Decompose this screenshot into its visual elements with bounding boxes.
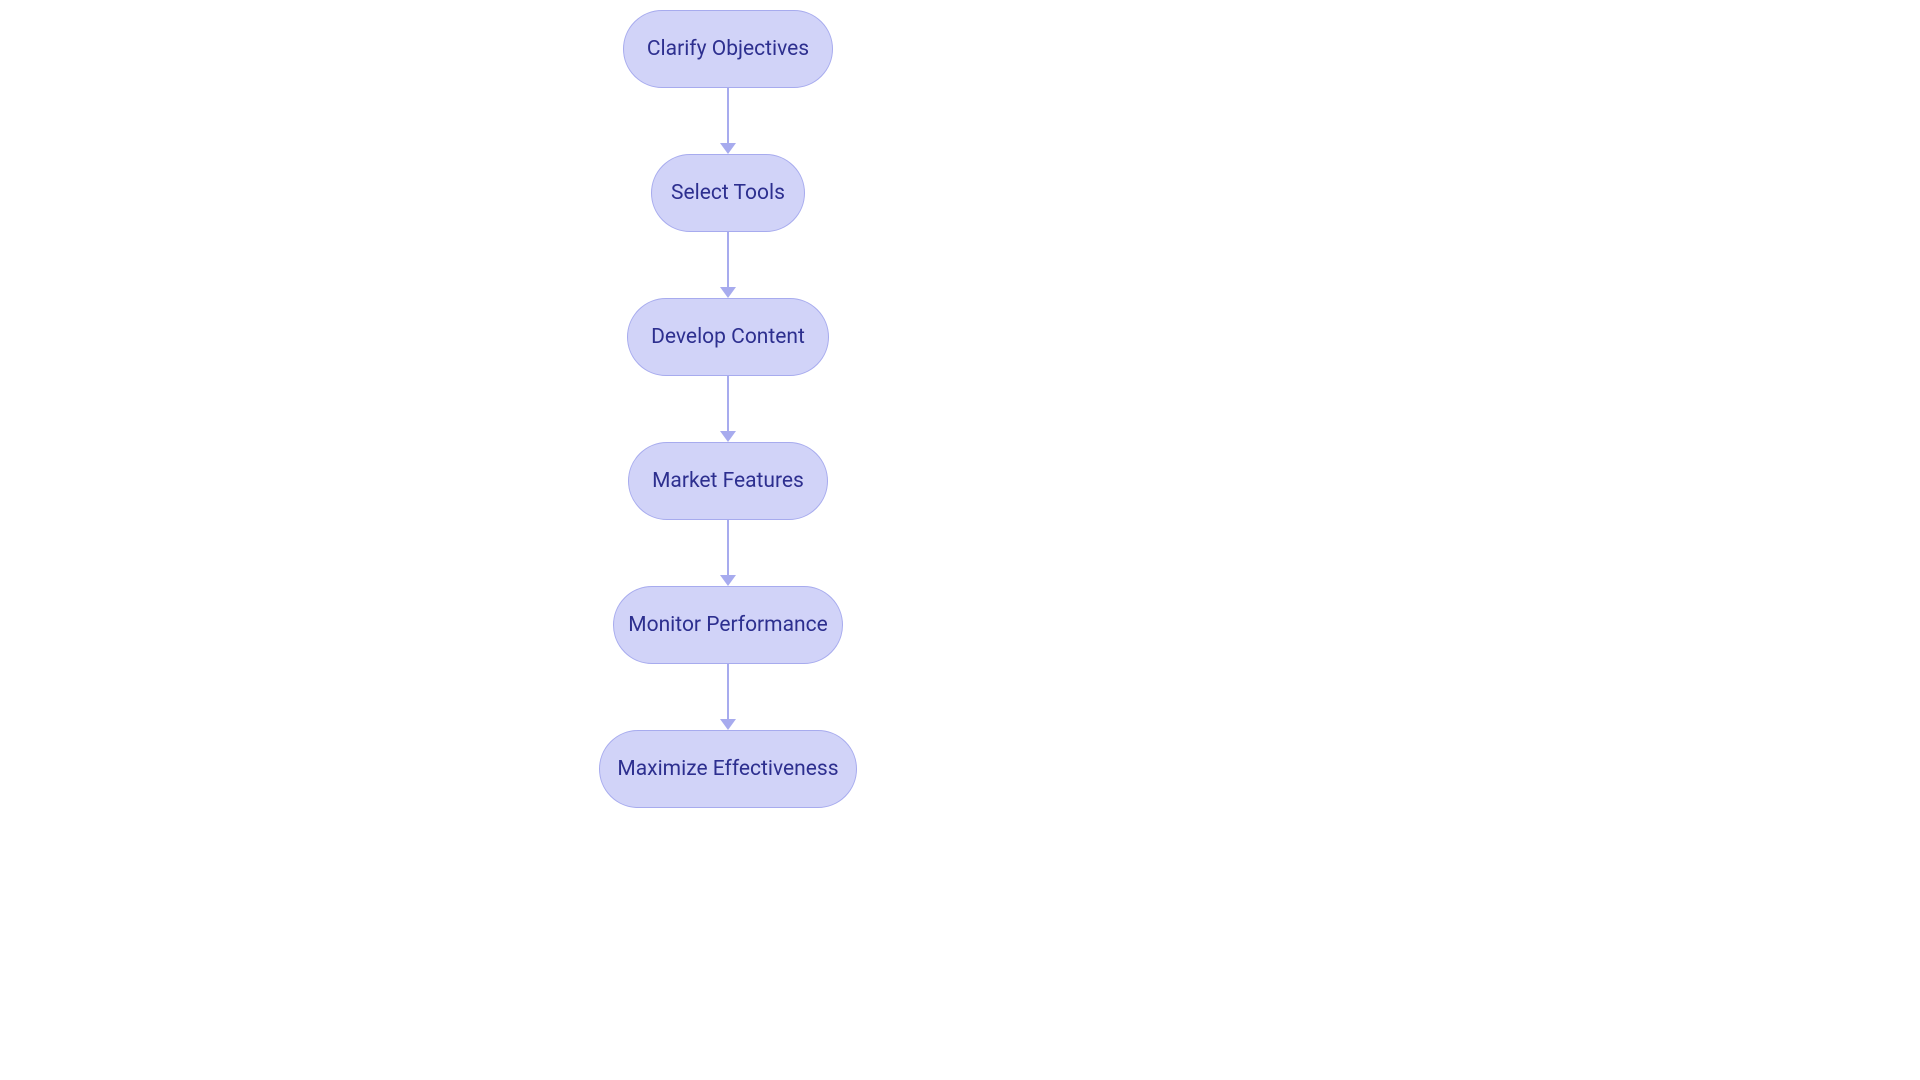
- edge-line: [727, 664, 730, 719]
- flowchart-node-market-features: Market Features: [628, 442, 828, 520]
- arrowhead-down-icon: [720, 719, 736, 730]
- node-label: Clarify Objectives: [647, 37, 809, 61]
- edge-line: [727, 520, 730, 575]
- arrowhead-down-icon: [720, 575, 736, 586]
- flowchart-node-monitor-performance: Monitor Performance: [613, 586, 843, 664]
- arrowhead-down-icon: [720, 431, 736, 442]
- node-label: Develop Content: [651, 325, 805, 349]
- arrowhead-down-icon: [720, 287, 736, 298]
- arrowhead-down-icon: [720, 143, 736, 154]
- flowchart-canvas: Clarify Objectives Select Tools Develop …: [0, 0, 1920, 1080]
- edge-line: [727, 88, 730, 143]
- flowchart-node-maximize-effectiveness: Maximize Effectiveness: [599, 730, 857, 808]
- flowchart-node-develop-content: Develop Content: [627, 298, 829, 376]
- node-label: Monitor Performance: [628, 613, 827, 637]
- node-label: Select Tools: [671, 181, 785, 205]
- node-label: Maximize Effectiveness: [617, 757, 838, 781]
- flowchart-node-select-tools: Select Tools: [651, 154, 805, 232]
- edge-line: [727, 232, 730, 287]
- node-label: Market Features: [652, 469, 804, 493]
- edge-line: [727, 376, 730, 431]
- flowchart-node-clarify-objectives: Clarify Objectives: [623, 10, 833, 88]
